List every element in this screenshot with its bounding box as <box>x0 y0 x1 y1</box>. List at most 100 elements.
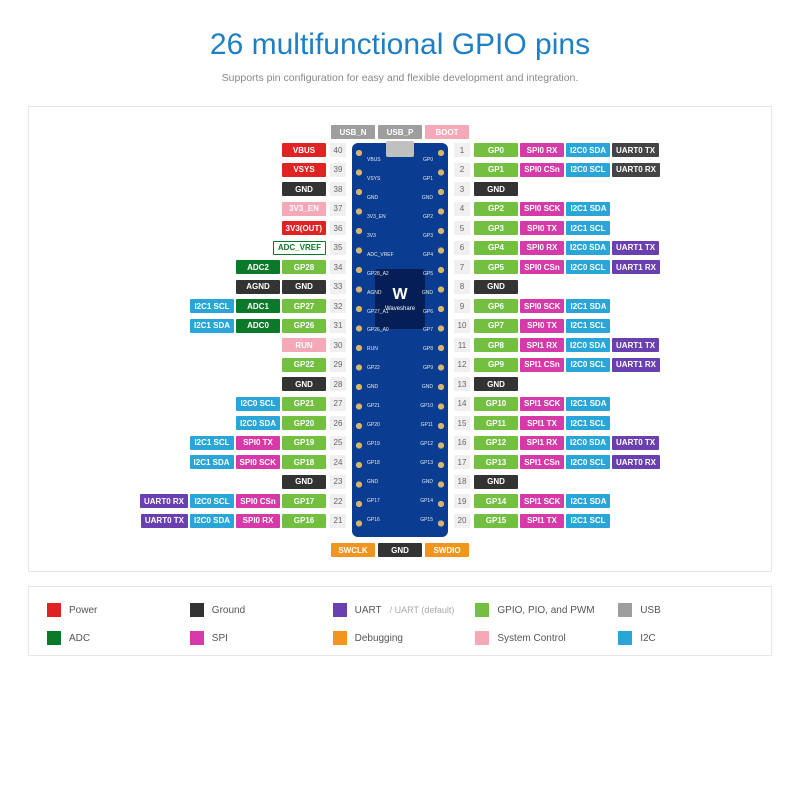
pin-function-tag: SPI1 TX <box>520 514 564 528</box>
pin-function-tag: USB_N <box>331 125 375 139</box>
pin-number: 15 <box>454 416 470 430</box>
pin-number: 36 <box>330 221 346 235</box>
pin-function-tag: GND <box>282 182 326 196</box>
pin-function-tag: GP2 <box>474 202 518 216</box>
pin-function-tag: GP28 <box>282 260 326 274</box>
pin-function-tag: GND <box>474 475 518 489</box>
legend-label: GPIO, PIO, and PWM <box>497 605 594 616</box>
legend-panel: PowerGroundUART / UART (default)GPIO, PI… <box>28 586 772 656</box>
pin-function-tag: I2C1 SCL <box>566 416 610 430</box>
pin-function-tag: GP0 <box>474 143 518 157</box>
pin-number: 3 <box>454 182 470 196</box>
pin-function-tag: GP19 <box>282 436 326 450</box>
pin-number: 34 <box>330 260 346 274</box>
pin-function-tag: GP3 <box>474 221 518 235</box>
pin-function-tag: GP21 <box>282 397 326 411</box>
pin-number: 40 <box>330 143 346 157</box>
pin-function-tag: SPI1 TX <box>520 416 564 430</box>
board-silkscreen-label: GND <box>367 380 378 394</box>
pin-number: 6 <box>454 241 470 255</box>
pin-number: 27 <box>330 397 346 411</box>
pin-function-tag: GP1 <box>474 163 518 177</box>
board-silkscreen-label: GP27_A1 <box>367 305 389 319</box>
pin-number: 14 <box>454 397 470 411</box>
board-silkscreen-label: AGND <box>367 286 381 300</box>
pin-function-tag: I2C0 SDA <box>566 338 610 352</box>
legend-label: System Control <box>497 633 565 644</box>
pin-function-tag: AGND <box>236 280 280 294</box>
pin-row: 1GP0SPI0 RXI2C0 SDAUART0 TX <box>452 143 659 157</box>
pin-function-tag: GP20 <box>282 416 326 430</box>
page-title: 26 multifunctional GPIO pins <box>0 0 800 72</box>
legend-label: USB <box>640 605 661 616</box>
pin-row: 3V3_EN37 <box>282 202 348 216</box>
legend-swatch <box>333 631 347 645</box>
pin-row: 17GP13SPI1 CSnI2C0 SCLUART0 RX <box>452 455 660 469</box>
left-pin-column: VBUS40VSYS39GND383V3_EN373V3(OUT)36ADC_V… <box>140 143 348 528</box>
board-silkscreen-label: VBUS <box>367 153 381 167</box>
pin-row: I2C1 SDASPI0 SCKGP1824 <box>190 455 348 469</box>
board-silkscreen-label: GND <box>422 286 433 300</box>
pin-function-tag: BOOT <box>425 125 469 139</box>
pin-function-tag: GP9 <box>474 358 518 372</box>
pin-function-tag: I2C1 SDA <box>566 397 610 411</box>
pin-function-tag: GP22 <box>282 358 326 372</box>
board-silkscreen-label: GND <box>422 191 433 205</box>
board-silkscreen-label: GP13 <box>420 456 433 470</box>
pin-row: UART0 TXI2C0 SDASPI0 RXGP1621 <box>141 514 348 528</box>
pin-function-tag: GP4 <box>474 241 518 255</box>
pin-row: GND28 <box>282 377 348 391</box>
pin-function-tag: I2C1 SCL <box>566 221 610 235</box>
pin-row: 3GND <box>452 182 518 196</box>
pin-function-tag: SPI0 CSn <box>520 163 564 177</box>
pin-function-tag: SWCLK <box>331 543 375 557</box>
pin-row: 16GP12SPI1 RXI2C0 SDAUART0 TX <box>452 436 659 450</box>
bottom-pin-labels: SWCLKGNDSWDIO <box>35 543 765 557</box>
pin-row: I2C1 SDAADC0GP2631 <box>190 319 348 333</box>
legend-label: I2C <box>640 633 656 644</box>
pin-function-tag: UART1 TX <box>612 338 659 352</box>
legend-item: ADC <box>47 631 182 645</box>
pin-function-tag: GND <box>282 475 326 489</box>
pin-number: 17 <box>454 455 470 469</box>
pin-number: 7 <box>454 260 470 274</box>
pin-function-tag: UART0 TX <box>612 436 659 450</box>
pin-function-tag: SPI0 TX <box>236 436 280 450</box>
legend-label: Ground <box>212 605 245 616</box>
pin-function-tag: I2C0 SDA <box>236 416 280 430</box>
board-silkscreen-label: GP8 <box>423 342 433 356</box>
pin-row: GND38 <box>282 182 348 196</box>
board-silkscreen-label: GND <box>422 380 433 394</box>
pin-function-tag: UART1 RX <box>612 358 660 372</box>
board-silkscreen-label: GND <box>422 475 433 489</box>
pin-function-tag: SPI0 SCK <box>520 202 564 216</box>
board-silkscreen-label: GP28_A2 <box>367 267 389 281</box>
board-silkscreen-label: GP15 <box>420 513 433 527</box>
legend-swatch <box>47 631 61 645</box>
pin-function-tag: I2C0 SDA <box>190 514 234 528</box>
pin-row: AGNDGND33 <box>236 280 348 294</box>
pin-function-tag: SPI0 CSn <box>520 260 564 274</box>
board-silkscreen-label: GP9 <box>423 361 433 375</box>
pin-function-tag: I2C0 SDA <box>566 143 610 157</box>
pin-function-tag: SPI0 RX <box>520 143 564 157</box>
pin-row: 12GP9SPI1 CSnI2C0 SCLUART1 RX <box>452 358 660 372</box>
legend-label: SPI <box>212 633 228 644</box>
pin-function-tag: SPI0 TX <box>520 319 564 333</box>
pin-function-tag: UART0 RX <box>140 494 188 508</box>
legend-label: UART <box>355 605 382 616</box>
pin-row: 13GND <box>452 377 518 391</box>
pin-function-tag: I2C0 SCL <box>566 260 610 274</box>
pin-function-tag: I2C1 SDA <box>566 494 610 508</box>
pin-function-tag: ADC_VREF <box>273 241 326 255</box>
board-silkscreen-label: ADC_VREF <box>367 248 394 262</box>
board-silkscreen-label: 3V3_EN <box>367 210 386 224</box>
pin-function-tag: GP12 <box>474 436 518 450</box>
pin-row: RUN30 <box>282 338 348 352</box>
pin-row: ADC_VREF35 <box>273 241 348 255</box>
pin-function-tag: SPI0 RX <box>236 514 280 528</box>
pin-function-tag: SPI0 RX <box>520 241 564 255</box>
chip-logo: W <box>392 286 407 304</box>
pin-function-tag: VBUS <box>282 143 326 157</box>
legend-item: Ground <box>190 603 325 617</box>
